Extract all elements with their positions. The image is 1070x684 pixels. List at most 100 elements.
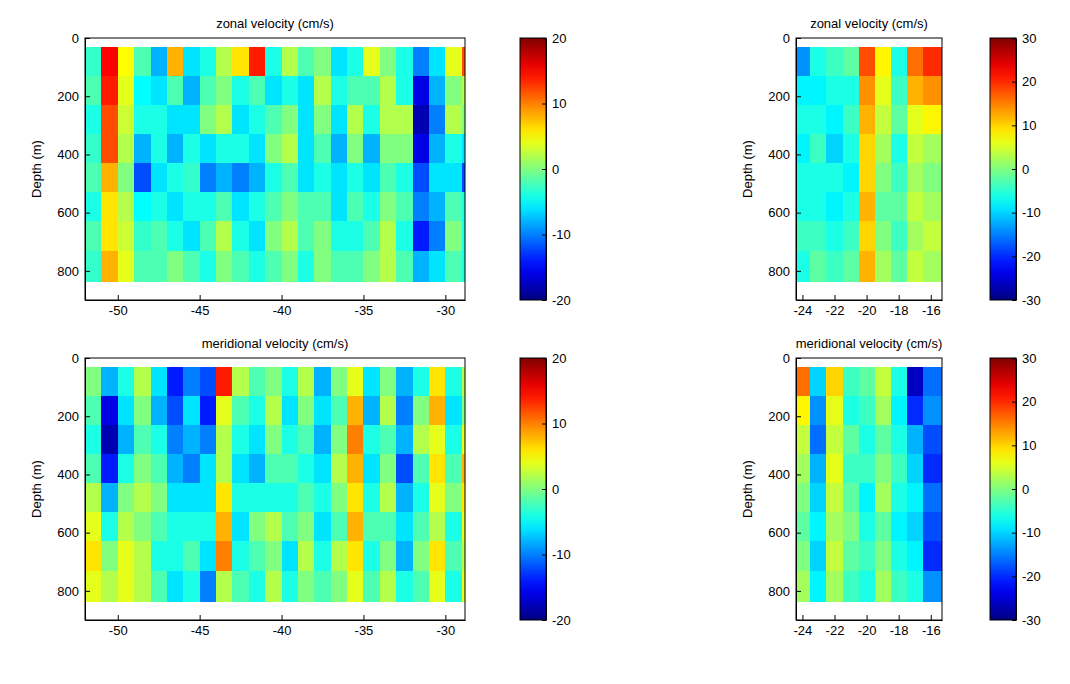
colorbar-tick: 0 bbox=[542, 482, 559, 497]
cell bbox=[923, 396, 942, 426]
cell bbox=[249, 512, 266, 542]
cell bbox=[314, 367, 331, 397]
colorbar-tick-mark bbox=[1012, 213, 1016, 214]
panel-title: meridional velocity (cm/s) bbox=[796, 336, 943, 351]
cell bbox=[875, 425, 892, 455]
x-tick: -30 bbox=[436, 295, 455, 318]
cell bbox=[810, 192, 827, 222]
cell bbox=[429, 251, 446, 282]
x-tick-mark bbox=[445, 295, 446, 300]
cell bbox=[413, 541, 430, 571]
cell bbox=[859, 47, 876, 77]
cell bbox=[167, 163, 184, 193]
cell bbox=[232, 251, 249, 282]
cell bbox=[859, 367, 876, 397]
cell bbox=[134, 512, 151, 542]
cell bbox=[249, 221, 266, 251]
cell bbox=[875, 571, 892, 602]
cell bbox=[314, 76, 331, 106]
cell bbox=[183, 105, 200, 135]
cell bbox=[101, 251, 118, 282]
y-tick: 800 bbox=[768, 264, 801, 279]
cell bbox=[298, 192, 315, 222]
colorbar-tick-label: 20 bbox=[552, 351, 566, 366]
cell bbox=[907, 541, 924, 571]
cell bbox=[891, 367, 908, 397]
y-tick-label: 0 bbox=[72, 351, 79, 366]
cell bbox=[85, 192, 102, 222]
cell bbox=[216, 192, 233, 222]
cell bbox=[167, 192, 184, 222]
y-tick: 200 bbox=[768, 409, 801, 424]
cell bbox=[413, 396, 430, 426]
cell bbox=[151, 396, 168, 426]
cell bbox=[907, 396, 924, 426]
cell bbox=[826, 47, 843, 77]
cell bbox=[796, 192, 811, 222]
y-tick-mark bbox=[796, 591, 801, 592]
x-tick: -20 bbox=[858, 295, 877, 318]
cell bbox=[891, 251, 908, 282]
cell bbox=[249, 367, 266, 397]
cell bbox=[396, 512, 413, 542]
cell bbox=[810, 425, 827, 455]
cell bbox=[314, 396, 331, 426]
cell bbox=[429, 192, 446, 222]
cell bbox=[331, 571, 348, 602]
cell bbox=[859, 251, 876, 282]
y-tick-mark bbox=[796, 416, 801, 417]
colorbar-tick-label: 20 bbox=[552, 31, 566, 46]
cell bbox=[429, 425, 446, 455]
cell bbox=[796, 367, 811, 397]
cell bbox=[907, 367, 924, 397]
colorbar-tick-label: -20 bbox=[552, 613, 571, 628]
cell bbox=[810, 251, 827, 282]
colorbar-axis-line bbox=[1016, 39, 1017, 301]
x-tick: -16 bbox=[922, 615, 941, 638]
cell bbox=[183, 192, 200, 222]
cell bbox=[265, 483, 282, 513]
x-axis: -50-45-40-35-30 bbox=[86, 615, 466, 638]
x-tick-label: -50 bbox=[109, 303, 128, 318]
cell bbox=[907, 251, 924, 282]
cell bbox=[314, 541, 331, 571]
cell bbox=[183, 367, 200, 397]
colorbar-tick-label: -20 bbox=[552, 293, 571, 308]
cell bbox=[413, 105, 430, 135]
y-tick-mark bbox=[796, 38, 801, 39]
x-tick-label: -16 bbox=[922, 623, 941, 638]
cell bbox=[826, 396, 843, 426]
x-tick: -16 bbox=[922, 295, 941, 318]
cell bbox=[216, 76, 233, 106]
cell bbox=[331, 483, 348, 513]
cell bbox=[875, 512, 892, 542]
colorbar-tick-mark bbox=[1012, 620, 1016, 621]
colorbar-tick-label: 10 bbox=[1022, 438, 1036, 453]
cell bbox=[101, 367, 118, 397]
x-tick-mark bbox=[867, 615, 868, 620]
cell bbox=[347, 512, 364, 542]
cell bbox=[907, 221, 924, 251]
cell bbox=[167, 571, 184, 602]
cell bbox=[118, 134, 135, 164]
cell bbox=[183, 251, 200, 282]
cell bbox=[151, 192, 168, 222]
cell bbox=[907, 163, 924, 193]
cell bbox=[891, 192, 908, 222]
cell bbox=[445, 367, 462, 397]
cell bbox=[118, 192, 135, 222]
cell bbox=[380, 483, 397, 513]
cell bbox=[85, 134, 102, 164]
cell bbox=[232, 76, 249, 106]
cell bbox=[891, 425, 908, 455]
cell bbox=[232, 571, 249, 602]
cell bbox=[859, 192, 876, 222]
cell bbox=[167, 454, 184, 484]
cell bbox=[232, 396, 249, 426]
colorbar-tick: 20 bbox=[542, 31, 566, 46]
cell bbox=[282, 76, 299, 106]
cell bbox=[85, 221, 102, 251]
cell bbox=[249, 425, 266, 455]
colorbar-tick: 0 bbox=[1012, 162, 1029, 177]
cell bbox=[907, 483, 924, 513]
